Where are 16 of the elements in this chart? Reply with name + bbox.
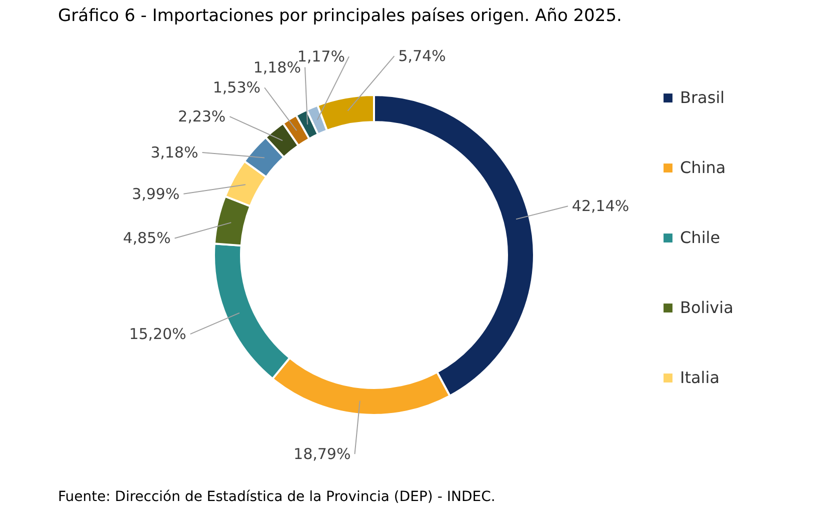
legend-label: Brasil <box>680 88 725 107</box>
legend-label: China <box>680 158 726 177</box>
legend-label: Bolivia <box>680 298 734 317</box>
data-label: 4,85% <box>123 229 171 248</box>
legend-label: Chile <box>680 228 720 247</box>
data-label: 3,18% <box>150 144 198 162</box>
data-label: 1,53% <box>212 78 261 97</box>
source-note: Fuente: Dirección de Estadística de la Provincia (DEP) - INDEC. <box>58 489 496 505</box>
data-label: 15,20% <box>129 325 186 344</box>
data-label: 5,74% <box>398 47 446 66</box>
data-label: 42,14% <box>572 197 630 216</box>
chart-title: Gráfico 6 - Importaciones por principales países origen. Año 2025. <box>58 6 622 26</box>
data-label: 18,79% <box>294 445 351 464</box>
legend-label: Italia <box>680 368 720 387</box>
data-label: 3,99% <box>132 184 180 203</box>
data-label: 2,23% <box>178 108 226 126</box>
